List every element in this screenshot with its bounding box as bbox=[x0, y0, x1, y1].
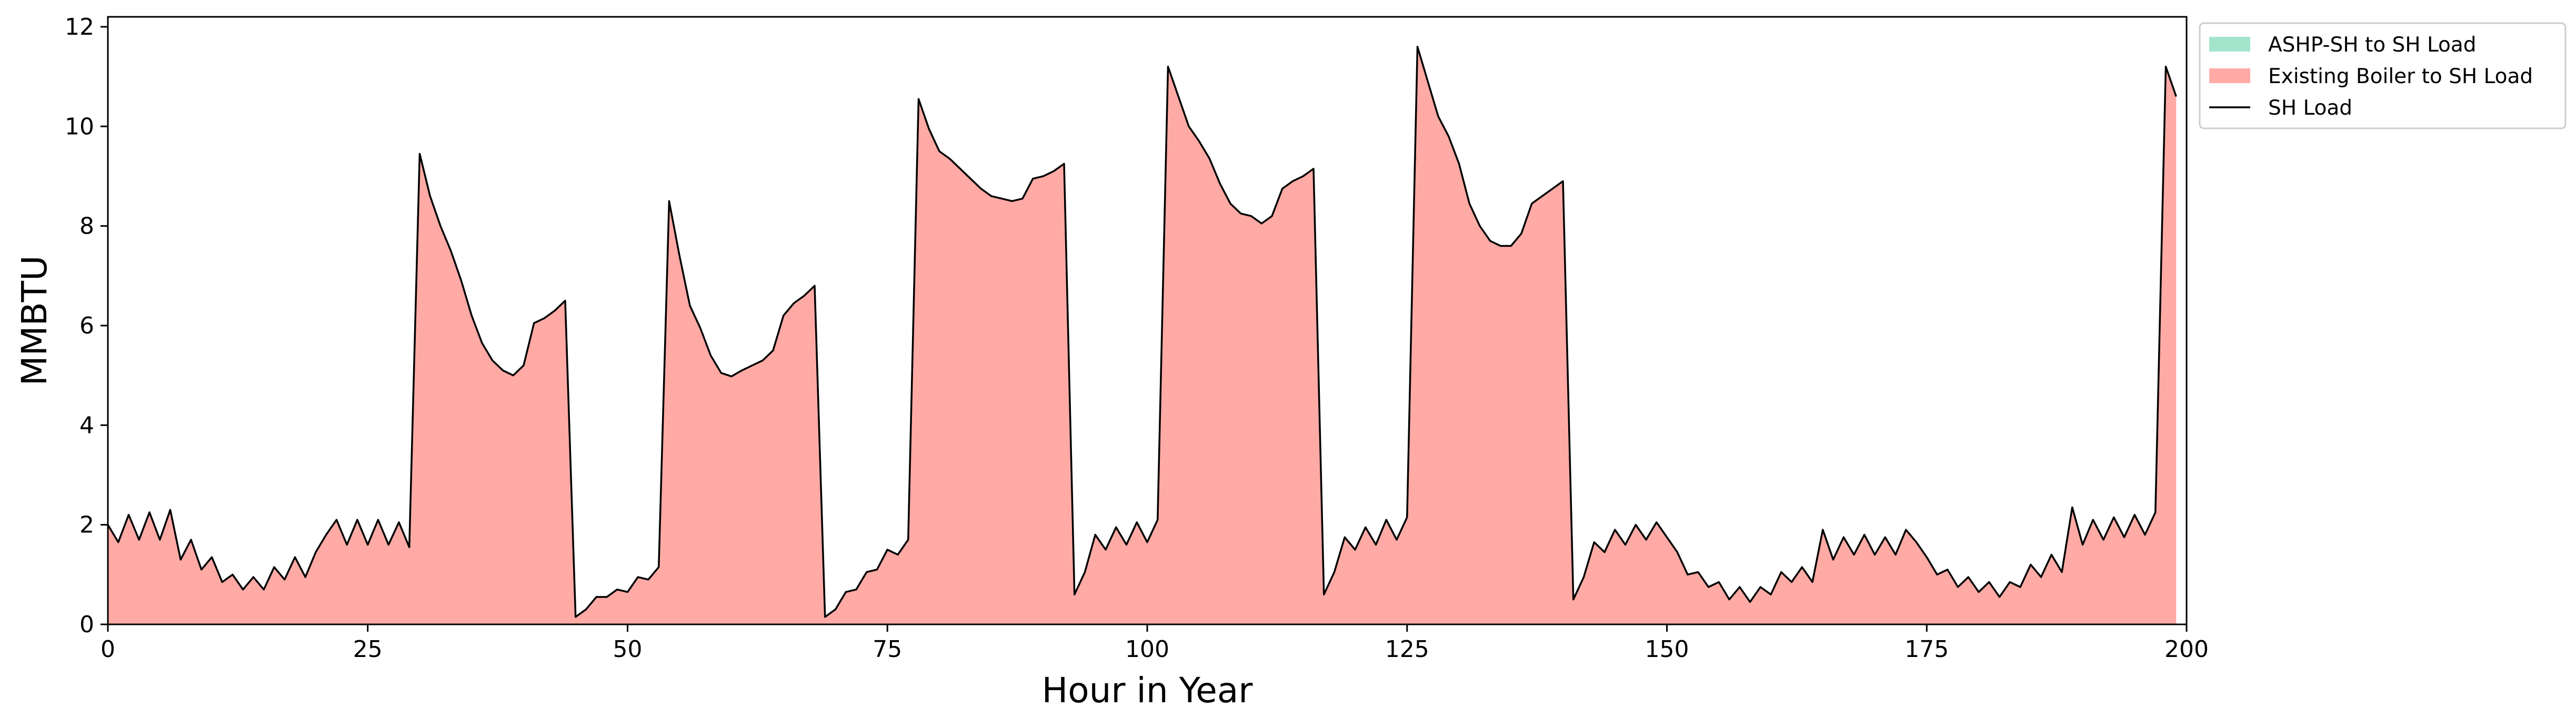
x-tick-label: 0 bbox=[101, 636, 115, 663]
legend-label-ashp: ASHP-SH to SH Load bbox=[2268, 33, 2477, 57]
x-tick-label: 150 bbox=[1645, 636, 1689, 663]
y-tick-label: 6 bbox=[79, 312, 94, 339]
y-axis-title: MMBTU bbox=[14, 256, 55, 386]
sh-load-line bbox=[107, 46, 2177, 618]
y-axis: 0 2 4 6 8 10 12 bbox=[65, 14, 108, 638]
x-axis: 0 25 50 75 100 125 150 175 200 bbox=[101, 624, 2209, 663]
line-series-group bbox=[107, 46, 2177, 618]
y-tick-label: 4 bbox=[79, 412, 94, 439]
x-tick-label: 25 bbox=[353, 636, 383, 663]
legend-swatch-ashp bbox=[2209, 37, 2250, 52]
legend-box bbox=[2199, 22, 2567, 129]
x-tick-label: 75 bbox=[873, 636, 902, 663]
legend-label-sh-load: SH Load bbox=[2268, 96, 2352, 120]
x-tick-label: 125 bbox=[1385, 636, 1429, 663]
legend-label-boiler: Existing Boiler to SH Load bbox=[2268, 65, 2533, 88]
legend-swatch-boiler bbox=[2209, 68, 2250, 83]
x-tick-label: 175 bbox=[1905, 636, 1949, 663]
area-series-group bbox=[108, 46, 2177, 624]
y-tick-label: 10 bbox=[65, 113, 94, 140]
y-tick-label: 0 bbox=[79, 611, 94, 638]
area-series-1 bbox=[108, 46, 2177, 624]
x-tick-label: 100 bbox=[1125, 636, 1169, 663]
x-axis-title: Hour in Year bbox=[1042, 670, 1254, 711]
legend: ASHP-SH to SH Load Existing Boiler to SH… bbox=[2199, 22, 2567, 129]
y-tick-label: 8 bbox=[79, 213, 94, 240]
x-tick-label: 200 bbox=[2164, 636, 2209, 663]
y-tick-label: 2 bbox=[79, 512, 94, 539]
x-tick-label: 50 bbox=[613, 636, 643, 663]
y-tick-label: 12 bbox=[65, 14, 94, 41]
